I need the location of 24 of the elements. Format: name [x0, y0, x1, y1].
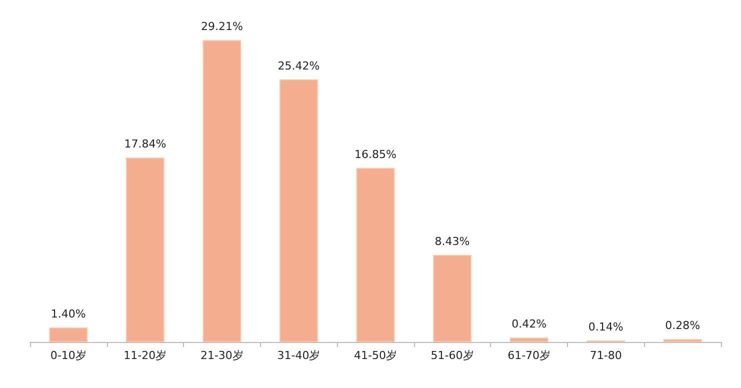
- bar: [202, 40, 242, 342]
- data-label: 25.42%: [278, 59, 320, 72]
- x-tick-label: 51-60岁: [430, 349, 474, 362]
- data-label: 8.43%: [434, 234, 470, 248]
- x-tick-label: 61-70岁: [508, 349, 551, 362]
- bar: [356, 168, 395, 342]
- bar: [49, 328, 88, 342]
- x-tick-label: 0-10岁: [50, 349, 86, 362]
- data-label: 16.85%: [354, 148, 396, 161]
- x-tick-label: 71-80: [590, 349, 622, 362]
- bar: [433, 254, 472, 342]
- x-tick-label: 31-40岁: [277, 349, 320, 362]
- bar: [510, 338, 548, 342]
- data-label: 0.14%: [588, 320, 624, 334]
- data-label: 0.28%: [665, 319, 700, 332]
- data-label: 17.84%: [124, 138, 166, 151]
- x-tick-label: 11-20岁: [124, 349, 167, 362]
- data-label: 1.40%: [50, 308, 86, 321]
- bar: [126, 158, 164, 342]
- x-tick-label: 21-30岁: [200, 349, 244, 362]
- data-label: 0.42%: [512, 318, 547, 331]
- bar: [280, 79, 318, 342]
- data-label: 29.21%: [200, 20, 243, 34]
- x-tick-label: 41-50岁: [354, 349, 397, 362]
